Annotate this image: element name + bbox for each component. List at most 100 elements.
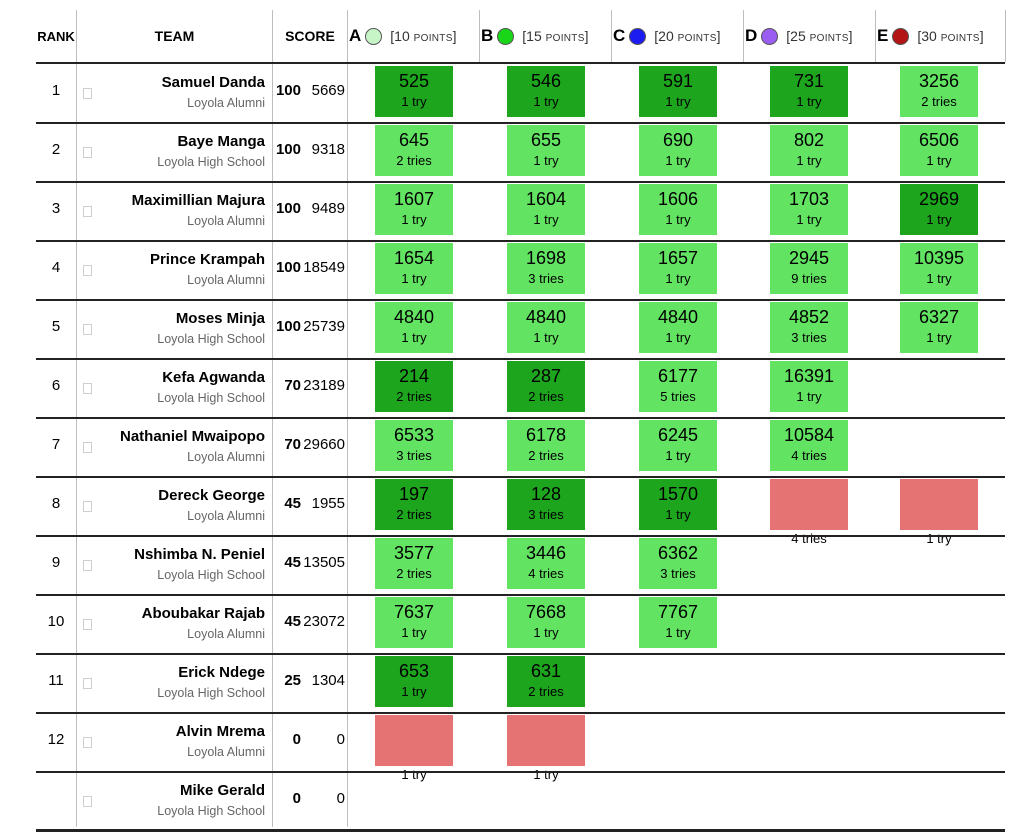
team-penalty: 13505	[303, 554, 345, 571]
problem-cell-a[interactable]: 6533 3 tries	[375, 420, 453, 471]
problem-cell-b[interactable]: 546 1 try	[507, 66, 585, 117]
team-penalty: 18549	[303, 259, 345, 276]
team-name[interactable]: Prince Krampah	[149, 251, 265, 268]
attempt-count: 1 try	[665, 507, 691, 522]
attempt-count: 3 tries	[791, 330, 827, 345]
problem-header-a[interactable]: A [10 POINTS]	[349, 10, 477, 62]
separator	[1005, 10, 1006, 62]
problem-cell-b[interactable]: 3446 4 tries	[507, 538, 585, 589]
problem-cell-b[interactable]: 1604 1 try	[507, 184, 585, 235]
problem-cell-a[interactable]: 4840 1 try	[375, 302, 453, 353]
problem-cell-c[interactable]: 4840 1 try	[639, 302, 717, 353]
problem-cell-d[interactable]: 731 1 try	[770, 66, 848, 117]
balloon-icon	[892, 27, 910, 45]
problem-header-e[interactable]: E [30 POINTS]	[877, 10, 1005, 62]
solve-time: 6362	[657, 543, 699, 563]
attempt-count: 1 try	[401, 767, 427, 782]
attempt-count: 1 try	[796, 94, 822, 109]
problem-cell-c[interactable]: 7767 1 try	[639, 597, 717, 648]
problem-cell-a[interactable]: 525 1 try	[375, 66, 453, 117]
attempt-count: 1 try	[796, 389, 822, 404]
problem-cell-b[interactable]: 631 2 tries	[507, 656, 585, 707]
team-name[interactable]: Kefa Agwanda	[162, 369, 265, 386]
problem-cell-a[interactable]: 645 2 tries	[375, 125, 453, 176]
problem-cell-c[interactable]: 1657 1 try	[639, 243, 717, 294]
problem-cell-c[interactable]: 1606 1 try	[639, 184, 717, 235]
problem-cell-e[interactable]: 10395 1 try	[900, 243, 978, 294]
problem-cell-a[interactable]: 197 2 tries	[375, 479, 453, 530]
problem-cell-d[interactable]: 1703 1 try	[770, 184, 848, 235]
team-name[interactable]: Samuel Danda	[161, 74, 265, 91]
solve-time: 128	[530, 484, 562, 504]
problem-cell-c[interactable]: 6177 5 tries	[639, 361, 717, 412]
problem-cell-e[interactable]: 1 try	[900, 479, 978, 546]
attempt-count: 1 try	[926, 271, 952, 286]
team-name[interactable]: Erick Ndege	[178, 664, 265, 681]
team-name[interactable]: Nshimba N. Peniel	[134, 546, 265, 563]
attempt-count: 4 tries	[791, 448, 827, 463]
problem-cell-d[interactable]: 2945 9 tries	[770, 243, 848, 294]
solve-time: 1703	[788, 189, 830, 209]
problem-cell-a[interactable]: 214 2 tries	[375, 361, 453, 412]
team-score: 0	[292, 790, 301, 807]
team-name[interactable]: Maximillian Majura	[131, 192, 265, 209]
solve-time: 214	[398, 366, 430, 386]
problem-cell-b[interactable]: 4840 1 try	[507, 302, 585, 353]
problem-cell-e[interactable]: 6506 1 try	[900, 125, 978, 176]
problem-cell-a[interactable]: 7637 1 try	[375, 597, 453, 648]
problem-cell-b[interactable]: 655 1 try	[507, 125, 585, 176]
solve-time: 546	[530, 71, 562, 91]
team-header: TEAM	[154, 28, 195, 44]
team-name[interactable]: Aboubakar Rajab	[141, 605, 265, 622]
attempt-count: 5 tries	[660, 389, 696, 404]
problem-letter: C	[613, 26, 626, 45]
problem-header-b[interactable]: B [15 POINTS]	[481, 10, 609, 62]
problem-cell-d[interactable]: 4852 3 tries	[770, 302, 848, 353]
separator	[479, 10, 480, 62]
team-affiliation: Loyola Alumni	[187, 627, 265, 641]
problem-cell-c[interactable]: 690 1 try	[639, 125, 717, 176]
team-name[interactable]: Alvin Mrema	[175, 723, 265, 740]
problem-cell-c[interactable]: 6245 1 try	[639, 420, 717, 471]
problem-cell-c[interactable]: 6362 3 tries	[639, 538, 717, 589]
team-affiliation: Loyola Alumni	[187, 273, 265, 287]
problem-cell-e[interactable]: 6327 1 try	[900, 302, 978, 353]
problem-cell-c[interactable]: 1570 1 try	[639, 479, 717, 530]
problem-cell-b[interactable]: 1 try	[507, 715, 585, 782]
problem-cell-e[interactable]: 3256 2 tries	[900, 66, 978, 117]
problem-cell-c[interactable]: 591 1 try	[639, 66, 717, 117]
problem-cell-a[interactable]: 1607 1 try	[375, 184, 453, 235]
problem-header-d[interactable]: D [25 POINTS]	[745, 10, 873, 62]
problem-header-c[interactable]: C [20 POINTS]	[613, 10, 741, 62]
problem-cell-b[interactable]: 287 2 tries	[507, 361, 585, 412]
problem-cell-b[interactable]: 7668 1 try	[507, 597, 585, 648]
team-name[interactable]: Baye Manga	[177, 133, 265, 150]
team-rank: 7	[51, 436, 61, 453]
problem-cell-d[interactable]: 16391 1 try	[770, 361, 848, 412]
attempt-count: 3 tries	[660, 566, 696, 581]
team-name[interactable]: Nathaniel Mwaipopo	[119, 428, 265, 445]
team-flag-icon	[83, 560, 92, 571]
team-name[interactable]: Dereck George	[158, 487, 265, 504]
team-name[interactable]: Mike Gerald	[179, 782, 265, 799]
problem-cell-b[interactable]: 6178 2 tries	[507, 420, 585, 471]
problem-cell-b[interactable]: 128 3 tries	[507, 479, 585, 530]
problem-cell-d[interactable]: 802 1 try	[770, 125, 848, 176]
row-divider	[36, 417, 1005, 419]
team-rank: 10	[47, 613, 65, 630]
problem-cell-a[interactable]: 653 1 try	[375, 656, 453, 707]
team-flag-icon	[83, 737, 92, 748]
attempt-count: 1 try	[533, 767, 559, 782]
problem-cell-d[interactable]: 4 tries	[770, 479, 848, 546]
points-word: POINTS	[809, 33, 849, 44]
separator	[611, 10, 612, 62]
problem-cell-b[interactable]: 1698 3 tries	[507, 243, 585, 294]
problem-cell-e[interactable]: 2969 1 try	[900, 184, 978, 235]
problem-cell-d[interactable]: 10584 4 tries	[770, 420, 848, 471]
team-name[interactable]: Moses Minja	[175, 310, 265, 327]
problem-cell-a[interactable]: 1 try	[375, 715, 453, 782]
problem-cell-a[interactable]: 1654 1 try	[375, 243, 453, 294]
problem-cell-a[interactable]: 3577 2 tries	[375, 538, 453, 589]
attempt-count: 1 try	[796, 212, 822, 227]
row-divider	[36, 181, 1005, 183]
